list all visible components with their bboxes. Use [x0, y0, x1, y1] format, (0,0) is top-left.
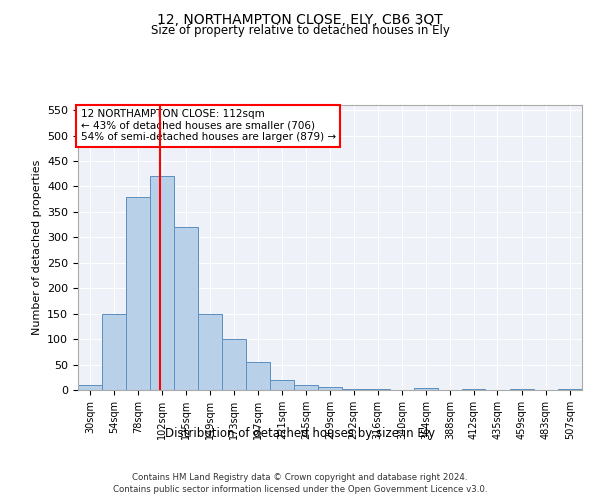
Bar: [341, 389, 366, 390]
Y-axis label: Number of detached properties: Number of detached properties: [32, 160, 41, 335]
Text: Contains HM Land Registry data © Crown copyright and database right 2024.
Contai: Contains HM Land Registry data © Crown c…: [113, 472, 487, 494]
Bar: [294, 385, 319, 390]
Bar: [78, 385, 102, 390]
Bar: [558, 389, 582, 390]
Bar: [126, 196, 151, 390]
Text: Size of property relative to detached houses in Ely: Size of property relative to detached ho…: [151, 24, 449, 37]
Text: Distribution of detached houses by size in Ely: Distribution of detached houses by size …: [165, 428, 435, 440]
Bar: [151, 176, 173, 390]
Bar: [246, 362, 270, 390]
Bar: [222, 339, 246, 390]
Text: 12 NORTHAMPTON CLOSE: 112sqm
← 43% of detached houses are smaller (706)
54% of s: 12 NORTHAMPTON CLOSE: 112sqm ← 43% of de…: [80, 110, 335, 142]
Bar: [198, 314, 222, 390]
Bar: [462, 389, 485, 390]
Bar: [414, 388, 438, 390]
Bar: [319, 388, 341, 390]
Bar: [102, 314, 126, 390]
Bar: [270, 380, 294, 390]
Text: 12, NORTHAMPTON CLOSE, ELY, CB6 3QT: 12, NORTHAMPTON CLOSE, ELY, CB6 3QT: [157, 12, 443, 26]
Bar: [173, 227, 198, 390]
